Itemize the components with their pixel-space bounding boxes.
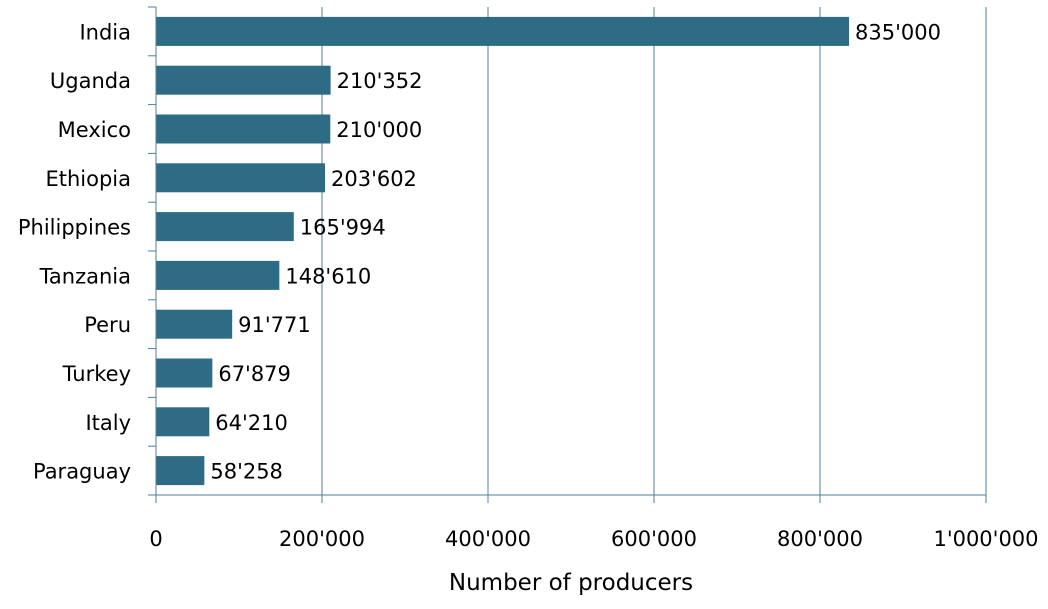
category-label: Peru <box>84 313 131 337</box>
x-tick-label: 800'000 <box>777 527 863 551</box>
bar <box>156 309 233 339</box>
category-label: Paraguay <box>33 460 131 484</box>
bar <box>156 163 325 193</box>
category-label: Uganda <box>50 69 131 93</box>
value-labels: 835'000 210'352 210'000 203'602 165'994 148'6… <box>210 20 941 483</box>
bar <box>156 65 331 95</box>
data-label: 148'610 <box>285 264 371 288</box>
data-label: 64'210 <box>215 411 288 435</box>
category-label: Philippines <box>18 216 131 240</box>
bar <box>156 260 280 290</box>
bar <box>156 114 331 144</box>
x-tick-label: 0 <box>149 527 162 551</box>
category-label: Italy <box>85 411 131 435</box>
data-label: 67'879 <box>218 362 291 386</box>
bar <box>156 212 294 242</box>
category-label: India <box>79 20 131 44</box>
grid-lines <box>321 7 987 495</box>
data-label: 58'258 <box>210 460 283 484</box>
x-tick-label: 1'000'000 <box>933 527 1038 551</box>
category-label: Ethiopia <box>45 167 131 191</box>
data-label: 165'994 <box>300 216 386 240</box>
bar <box>156 407 210 437</box>
data-label: 210'352 <box>337 69 423 93</box>
bar <box>156 358 213 388</box>
bar <box>156 16 850 46</box>
data-label: 91'771 <box>238 313 311 337</box>
bar <box>156 456 205 486</box>
bar-series <box>156 16 850 486</box>
x-tick-label: 600'000 <box>611 527 697 551</box>
x-axis-label: Number of producers <box>449 570 693 596</box>
data-label: 210'000 <box>336 118 422 142</box>
data-label: 835'000 <box>855 20 941 44</box>
x-tick-label: 200'000 <box>279 527 365 551</box>
category-label: Tanzania <box>39 264 131 288</box>
category-label: Mexico <box>58 118 131 142</box>
category-label: Turkey <box>62 362 131 386</box>
x-tick-label: 400'000 <box>445 527 531 551</box>
axes <box>148 6 987 503</box>
x-tick-labels: 0 200'000 400'000 600'000 800'000 1'000'000 <box>149 527 1038 551</box>
category-labels: India Uganda Mexico Ethiopia Philippines Tanz… <box>18 20 131 483</box>
data-label: 203'602 <box>331 167 417 191</box>
